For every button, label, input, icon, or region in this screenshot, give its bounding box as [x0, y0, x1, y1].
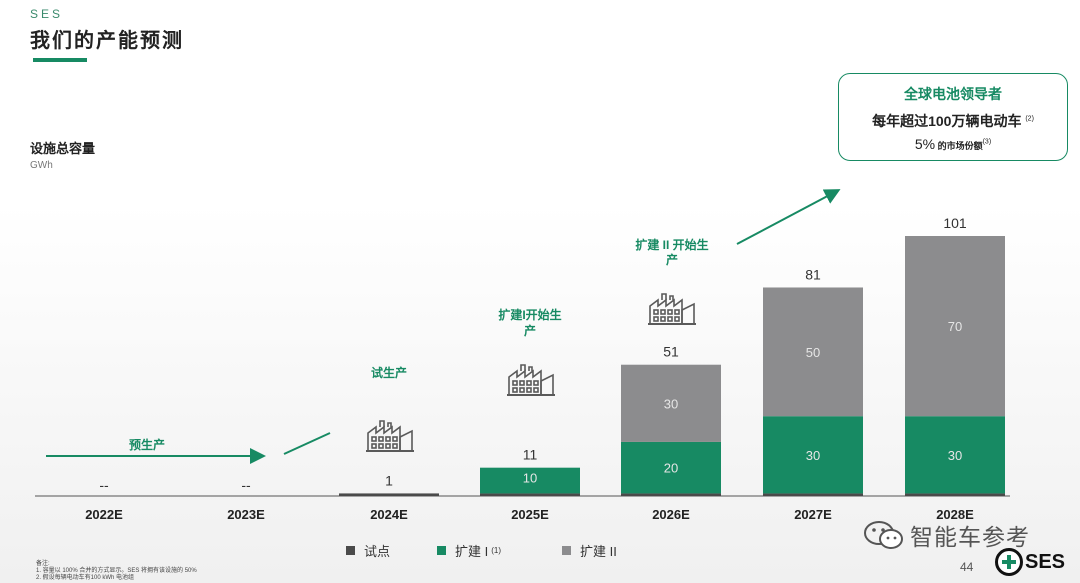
legend-item-expansion1: 扩建 I (1) [437, 541, 501, 560]
bars-layer: --2022E--2023E12024E110112025E1203051202… [85, 215, 1005, 522]
footnote-2: 2. 假设每辆电动车有100 kWh 电池组 [36, 575, 135, 581]
bar-segment-pilot [621, 493, 721, 496]
phase-pre-production: 预生产 [129, 437, 165, 452]
phase-trial-production: 试生产 [371, 365, 407, 380]
callout-share-pct: 5% [914, 136, 936, 152]
ses-logo-text: SES [1025, 550, 1066, 573]
footnote-1: 1. 容量以 100% 合并的方式显示。SES 将拥有该设施的 50% [36, 568, 197, 574]
factory-icon [506, 364, 556, 396]
legend-note-expansion1: (1) [491, 546, 502, 555]
legend-swatch-expansion2 [562, 546, 571, 555]
phase-expansion2-line2: 产 [666, 252, 678, 267]
ses-logo-mark [995, 548, 1023, 576]
footnotes-title: 备注: [36, 561, 50, 567]
bar-total-label: 51 [663, 344, 679, 360]
page-number: 44 [960, 560, 974, 574]
watermark-text: 智能车参考 [910, 524, 1030, 550]
x-tick-label: 2023E [227, 507, 265, 522]
chart-unit: GWh [30, 160, 53, 171]
bar-segment-pilot [905, 493, 1005, 496]
bar-total-label: 11 [523, 447, 538, 463]
footnotes: 备注: 1. 容量以 100% 合并的方式显示。SES 将拥有该设施的 50% … [36, 561, 197, 582]
x-tick-label: 2024E [370, 507, 408, 522]
legend-label-expansion2: 扩建 II [580, 544, 617, 559]
phase-expansion2-line1: 扩建 II 开始生 [635, 237, 708, 252]
bar-segment-pilot [480, 493, 580, 496]
wechat-icon [864, 521, 903, 549]
bar-segment-pilot [763, 493, 863, 496]
bar-segment-expansion1 [480, 467, 580, 494]
bar-segment-expansion1 [621, 441, 721, 494]
x-tick-label: 2022E [85, 507, 123, 522]
segment-label-expansion2: 50 [806, 345, 820, 360]
trial-phase-arrow [283, 432, 331, 455]
bar-segment-expansion2 [905, 236, 1005, 417]
callout-share-line: 5% 的市场份额(3) [839, 136, 1067, 152]
callout-ev-line: 每年超过100万辆电动车 (2) [839, 111, 1067, 131]
segment-label-expansion1: 10 [523, 471, 537, 486]
title-underline [33, 58, 87, 62]
ses-logo: SES [995, 548, 1065, 576]
x-tick-label: 2028E [936, 507, 974, 522]
watermark: 智能车参考 [862, 518, 1030, 552]
legend-item-pilot: 试点 [346, 541, 390, 560]
legend-item-expansion2: 扩建 II [562, 541, 617, 560]
segment-label-expansion1: 30 [948, 448, 962, 463]
market-leader-callout: 全球电池领导者 每年超过100万辆电动车 (2) 5% 的市场份额(3) [838, 73, 1068, 161]
legend-swatch-pilot [346, 546, 355, 555]
callout-share-text: 的市场份额 [935, 141, 983, 151]
brand-label: SES [30, 7, 64, 21]
legend-label-expansion1: 扩建 I [455, 544, 489, 559]
bar-total-label: 101 [943, 215, 967, 231]
callout-ev-note: (2) [1025, 115, 1034, 123]
phase-expansion1-line1: 扩建I开始生 [498, 307, 561, 322]
factory-icon [647, 293, 697, 325]
bar-segment-expansion2 [763, 287, 863, 417]
bar-segment-expansion2 [621, 364, 721, 442]
x-tick-label: 2026E [652, 507, 690, 522]
bar-segment-expansion1 [905, 416, 1005, 494]
bar-total-label: 1 [385, 472, 393, 488]
growth-arrow [736, 189, 841, 245]
legend-swatch-expansion1 [437, 546, 446, 555]
callout-share-note: (3) [982, 138, 992, 146]
bar-total-label: -- [99, 477, 109, 493]
bar-segment-expansion1 [763, 416, 863, 494]
phase-expansion1-line2: 产 [524, 323, 536, 338]
callout-ev-text: 每年超过100万辆电动车 [872, 113, 1022, 129]
bar-total-label: 81 [805, 266, 821, 282]
chart-title: 设施总容量 [30, 141, 96, 156]
segment-label-expansion2: 70 [948, 319, 962, 334]
segment-label-expansion1: 20 [664, 461, 678, 476]
callout-title: 全球电池领导者 [904, 86, 1002, 102]
x-tick-label: 2025E [511, 507, 549, 522]
bar-total-label: -- [241, 477, 251, 493]
segment-label-expansion1: 30 [806, 448, 820, 463]
factory-icon [365, 420, 415, 452]
legend-label-pilot: 试点 [364, 544, 391, 559]
page-title: 我们的产能预测 [30, 30, 184, 52]
x-tick-label: 2027E [794, 507, 832, 522]
segment-label-expansion2: 30 [664, 396, 678, 411]
bar-segment-pilot [339, 493, 439, 496]
